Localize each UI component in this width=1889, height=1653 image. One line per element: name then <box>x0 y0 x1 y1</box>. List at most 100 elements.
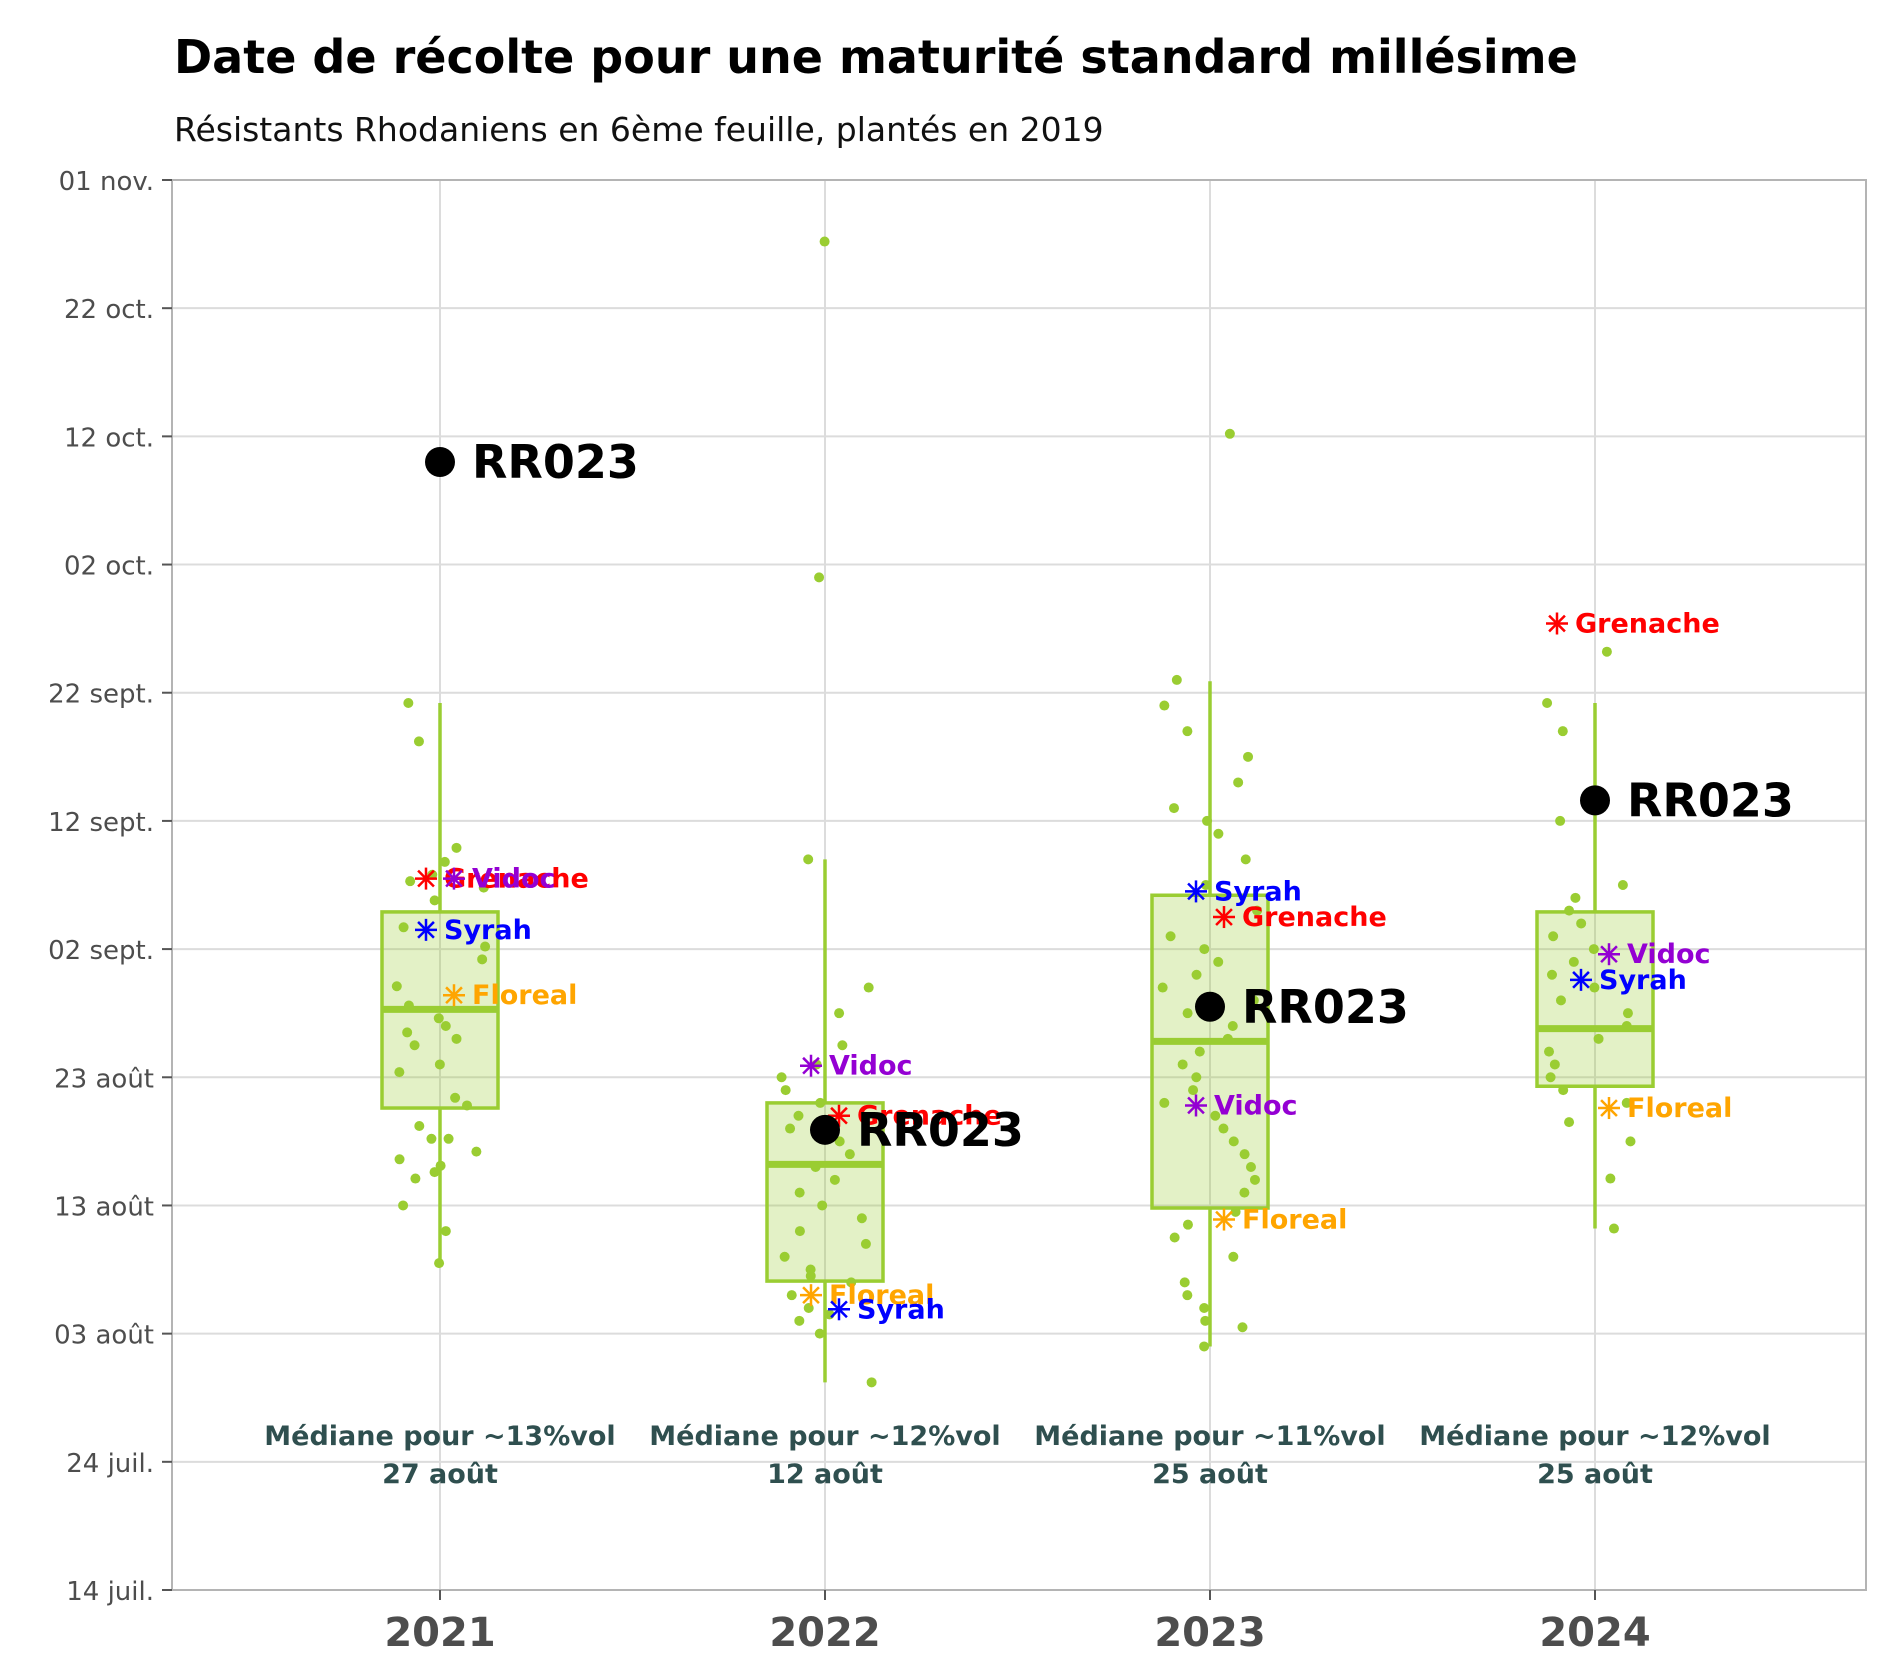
annotation-line1: Médiane pour ~12%vol <box>1419 1421 1770 1452</box>
x-tick-label: 2021 <box>384 1610 495 1653</box>
variety-label: Vidoc <box>829 1051 913 1082</box>
variety-label: Vidoc <box>472 864 556 895</box>
jitter-point <box>1228 1136 1239 1147</box>
jitter-point <box>1568 956 1579 967</box>
jitter-point <box>427 869 438 880</box>
jitter-point <box>1605 1173 1616 1184</box>
jitter-point <box>794 1187 805 1198</box>
jitter-point <box>793 1110 804 1121</box>
jitter-point <box>478 882 489 893</box>
jitter-point <box>780 1085 791 1096</box>
plot-border <box>171 179 1867 1591</box>
jitter-point <box>1222 1033 1233 1044</box>
jitter-point <box>1191 1072 1202 1083</box>
variety-label: Floreal <box>1242 1205 1347 1236</box>
annotation-line1: Médiane pour ~12%vol <box>649 1421 1000 1452</box>
highlight-label: RR023 <box>472 435 639 489</box>
jitter-point <box>450 1092 461 1103</box>
jitter-point <box>410 1173 421 1184</box>
jitter-point <box>1171 674 1182 685</box>
y-tick-label: 02 sept. <box>48 936 154 966</box>
jitter-point <box>1608 1223 1619 1234</box>
variety-marker <box>1213 906 1235 929</box>
jitter-point <box>480 941 491 952</box>
jitter-point <box>1177 1059 1188 1070</box>
jitter-point <box>1199 1303 1210 1313</box>
highlight-point <box>425 447 455 477</box>
jitter-point <box>1213 828 1224 839</box>
jitter-point <box>1199 944 1210 955</box>
jitter-point <box>403 697 414 708</box>
jitter-point <box>1182 1290 1193 1301</box>
jitter-point <box>1245 1162 1256 1172</box>
jitter-point <box>403 1000 414 1011</box>
jitter-point <box>1165 931 1176 942</box>
jitter-point <box>434 1258 445 1269</box>
jitter-point <box>1159 700 1170 711</box>
jitter-point <box>1227 1021 1238 1031</box>
variety-marker <box>415 867 437 890</box>
jitter-point <box>1589 982 1600 993</box>
jitter-point <box>846 1277 857 1288</box>
variety-marker <box>1185 880 1207 903</box>
variety-marker <box>800 1284 822 1307</box>
y-tick-label: 03 août <box>54 1321 154 1351</box>
y-tick-label: 24 juil. <box>66 1449 154 1479</box>
jitter-point <box>1239 1149 1250 1160</box>
jitter-point <box>814 1328 825 1339</box>
variety-label: Grenache <box>1575 609 1720 640</box>
variety-marker <box>1570 968 1592 991</box>
jitter-point <box>1548 931 1559 942</box>
jitter-point <box>837 1040 848 1051</box>
jitter-point <box>776 1072 787 1083</box>
jitter-point <box>439 856 450 867</box>
jitter-point <box>866 1377 877 1388</box>
jitter-point <box>402 1027 413 1038</box>
highlight-point <box>810 1114 840 1145</box>
jitter-point <box>477 954 488 965</box>
jitter-point <box>1239 1187 1250 1198</box>
jitter-point <box>443 1133 454 1144</box>
jitter-point <box>1555 815 1566 826</box>
jitter-point <box>1210 1110 1221 1121</box>
variety-marker <box>1546 612 1568 635</box>
jitter-point <box>440 1226 451 1237</box>
y-tick-label: 13 août <box>54 1192 154 1222</box>
jitter-point <box>863 982 874 993</box>
jitter-point <box>1182 726 1193 737</box>
jitter-point <box>429 895 440 906</box>
variety-label: Syrah <box>857 1294 945 1325</box>
jitter-point <box>860 1238 871 1249</box>
jitter-point <box>1621 1021 1632 1031</box>
jitter-point <box>398 1200 409 1211</box>
jitter-point <box>1544 1046 1555 1057</box>
jitter-point <box>1182 1219 1193 1230</box>
jitter-point <box>1228 1251 1239 1262</box>
variety-label: Floreal <box>829 1280 934 1311</box>
jitter-point <box>1564 1117 1575 1128</box>
jitter-point <box>391 981 402 992</box>
jitter-point <box>1213 956 1224 967</box>
variety-label: Vidoc <box>1214 1090 1298 1121</box>
highlight-label: RR023 <box>1627 773 1794 827</box>
jitter-point <box>1252 905 1263 916</box>
variety-marker <box>800 1054 822 1077</box>
x-tick-label: 2022 <box>769 1610 880 1653</box>
y-tick-label: 22 sept. <box>48 680 154 710</box>
jitter-point <box>1248 995 1259 1006</box>
jitter-point <box>1191 969 1202 980</box>
jitter-point <box>1593 1033 1604 1044</box>
variety-marker <box>828 1298 850 1321</box>
variety-label: Grenache <box>444 864 589 895</box>
jitter-point <box>451 1033 462 1044</box>
jitter-point <box>819 236 830 247</box>
jitter-point <box>1588 944 1599 955</box>
highlight-point <box>1195 991 1225 1022</box>
jitter-point <box>1564 905 1575 916</box>
x-tick-label: 2024 <box>1539 1610 1650 1653</box>
jitter-point <box>1159 1097 1170 1108</box>
jitter-point <box>1243 751 1254 762</box>
jitter-point <box>1570 892 1581 903</box>
jitter-point <box>1179 1277 1190 1288</box>
